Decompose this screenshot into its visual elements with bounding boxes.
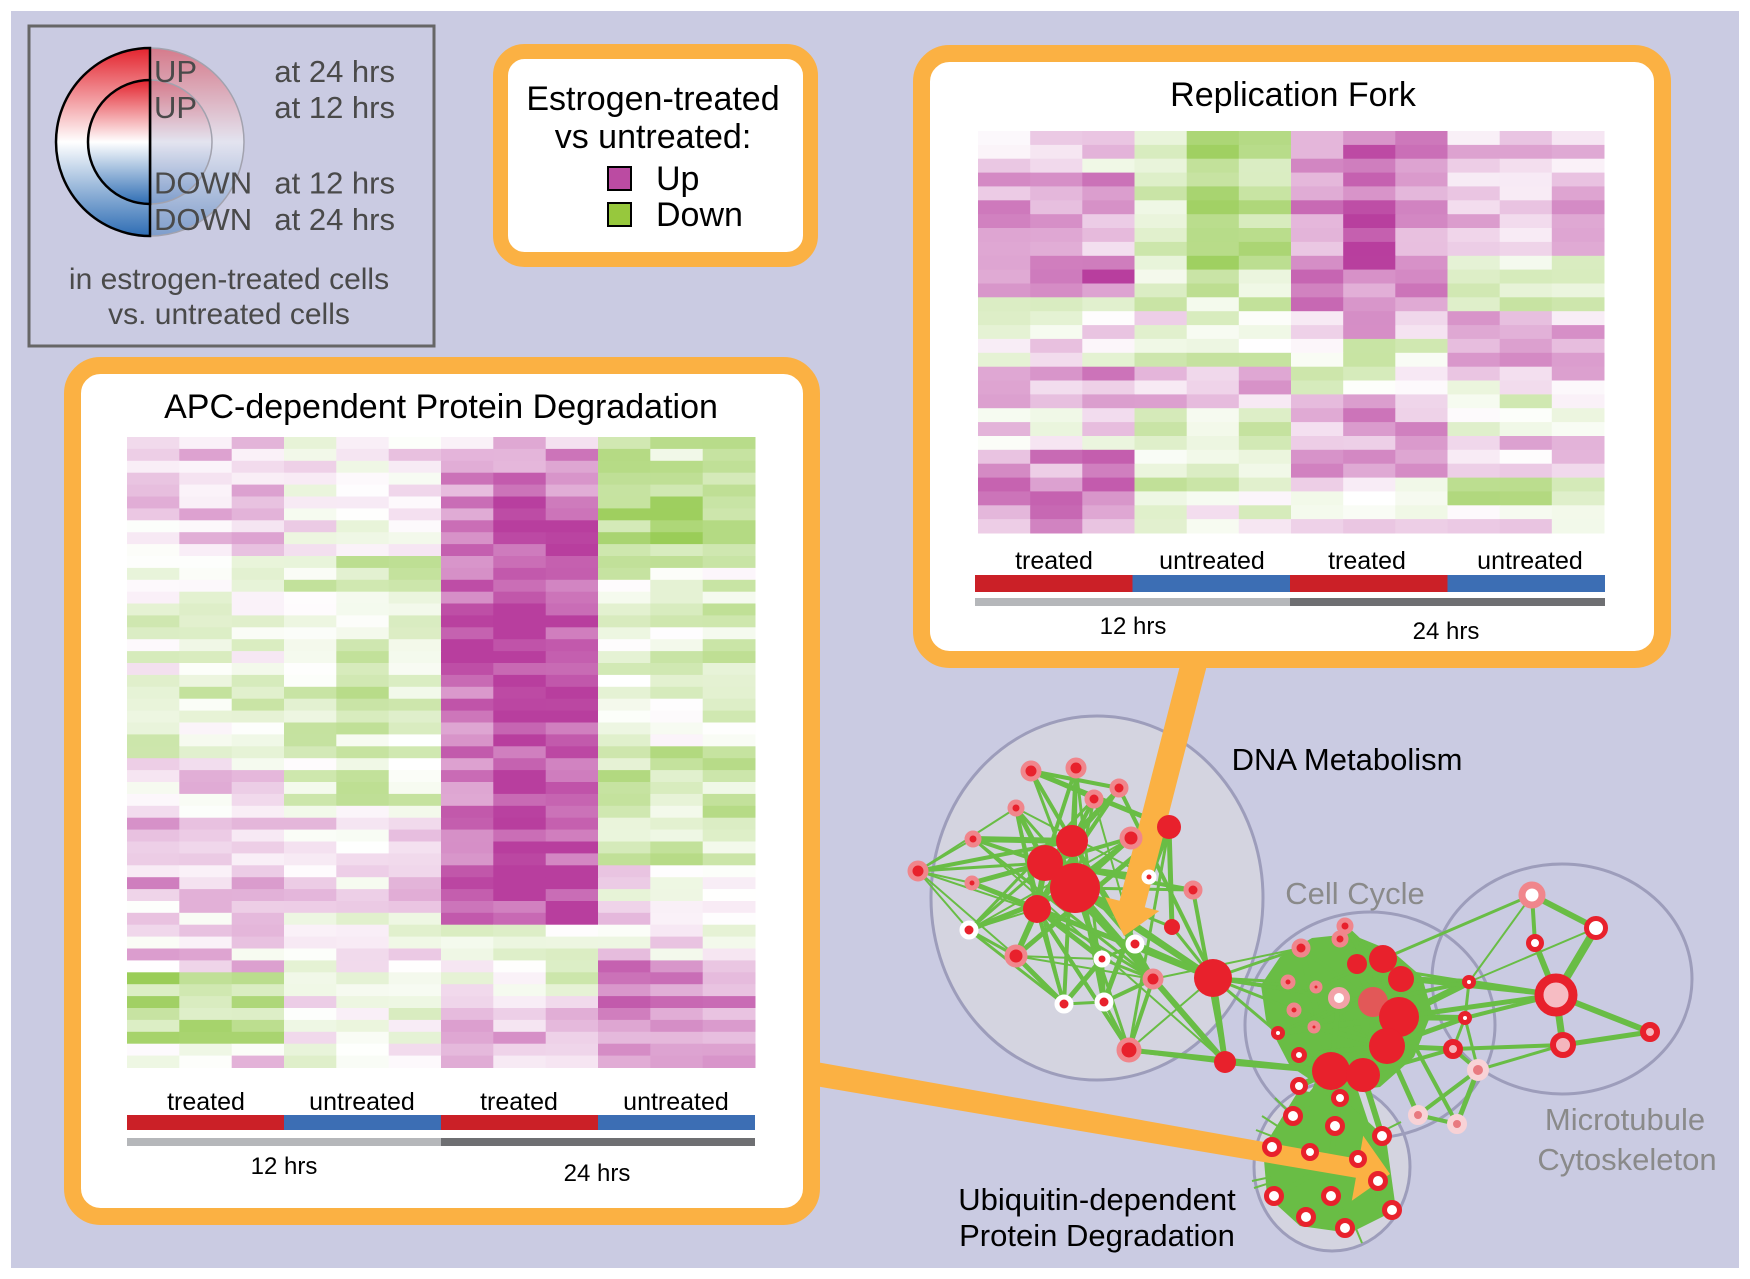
svg-text:vs untreated:: vs untreated: bbox=[555, 118, 752, 156]
svg-text:UP: UP bbox=[154, 54, 197, 89]
svg-text:DNA Metabolism: DNA Metabolism bbox=[1232, 742, 1463, 777]
svg-text:Cytoskeleton: Cytoskeleton bbox=[1537, 1142, 1716, 1177]
svg-text:12 hrs: 12 hrs bbox=[251, 1153, 318, 1180]
svg-text:treated: treated bbox=[1015, 547, 1093, 575]
svg-text:untreated: untreated bbox=[1159, 547, 1265, 575]
svg-text:Replication Fork: Replication Fork bbox=[1170, 76, 1417, 114]
svg-text:APC-dependent Protein Degradat: APC-dependent Protein Degradation bbox=[164, 388, 718, 426]
svg-text:Ubiquitin-dependent: Ubiquitin-dependent bbox=[958, 1182, 1236, 1217]
svg-text:DOWN: DOWN bbox=[154, 202, 252, 237]
svg-text:vs. untreated cells: vs. untreated cells bbox=[108, 298, 350, 331]
svg-text:untreated: untreated bbox=[623, 1088, 729, 1116]
svg-text:Cell Cycle: Cell Cycle bbox=[1285, 876, 1425, 911]
svg-text:24 hrs: 24 hrs bbox=[564, 1160, 631, 1187]
svg-text:at 12 hrs: at 12 hrs bbox=[274, 90, 395, 125]
svg-text:Down: Down bbox=[656, 196, 743, 234]
svg-text:in estrogen-treated cells: in estrogen-treated cells bbox=[69, 263, 389, 296]
svg-text:untreated: untreated bbox=[1477, 547, 1583, 575]
svg-text:untreated: untreated bbox=[309, 1088, 415, 1116]
svg-text:treated: treated bbox=[480, 1088, 558, 1116]
svg-text:Up: Up bbox=[656, 160, 699, 198]
svg-text:at 24 hrs: at 24 hrs bbox=[274, 202, 395, 237]
svg-text:Protein Degradation: Protein Degradation bbox=[959, 1218, 1235, 1253]
svg-text:at 24 hrs: at 24 hrs bbox=[274, 54, 395, 89]
svg-text:treated: treated bbox=[167, 1088, 245, 1116]
svg-text:DOWN: DOWN bbox=[154, 166, 252, 201]
svg-text:UP: UP bbox=[154, 90, 197, 125]
svg-text:Estrogen-treated: Estrogen-treated bbox=[526, 80, 779, 118]
svg-text:12 hrs: 12 hrs bbox=[1100, 613, 1167, 640]
svg-text:24 hrs: 24 hrs bbox=[1413, 618, 1480, 645]
svg-text:at 12 hrs: at 12 hrs bbox=[274, 166, 395, 201]
svg-text:treated: treated bbox=[1328, 547, 1406, 575]
svg-text:Microtubule: Microtubule bbox=[1545, 1102, 1705, 1137]
